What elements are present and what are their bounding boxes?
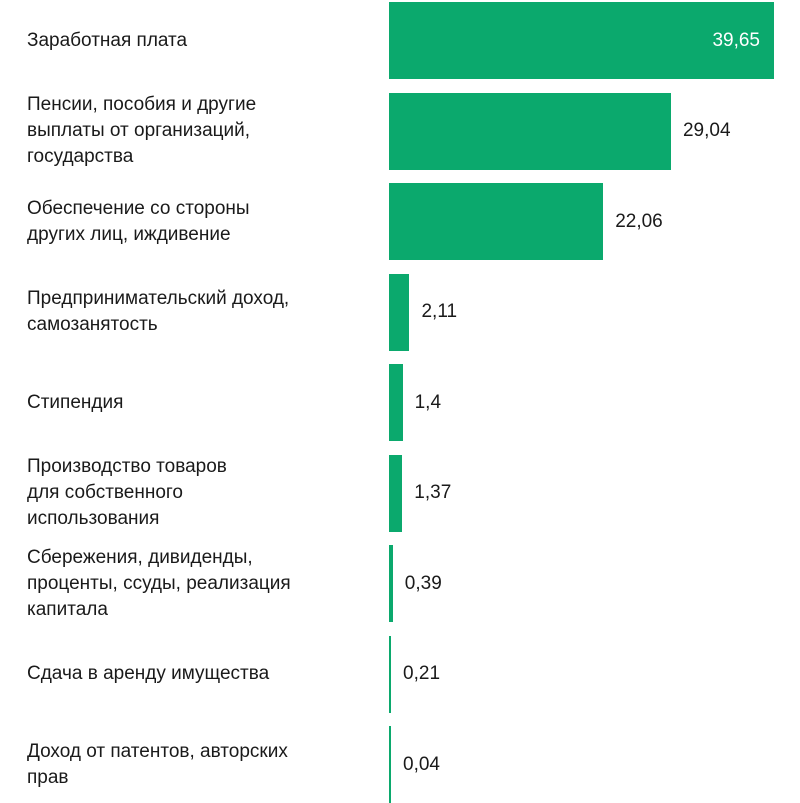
bar (389, 2, 774, 79)
category-label: Пенсии, пособия и другие выплаты от орга… (27, 94, 257, 167)
bar-row: Сбережения, дивиденды, проценты, ссуды, … (0, 545, 800, 622)
category-label: Заработная плата (27, 29, 188, 51)
category-label: Стипендия (27, 391, 124, 413)
bar (389, 273, 410, 351)
bar-row: Производство товаров для собственного ис… (0, 454, 800, 532)
bar (389, 364, 403, 441)
bar (389, 454, 403, 532)
bar (389, 545, 393, 622)
category-label: Предпринимательский доход, самозанятость (27, 288, 290, 335)
bar (389, 635, 392, 713)
bar-row: Предпринимательский доход, самозанятость… (0, 273, 800, 351)
category-label: Сбережения, дивиденды, проценты, ссуды, … (27, 546, 291, 620)
bar-row: Заработная плата 39,65 (0, 2, 800, 79)
value-label: 22,06 (615, 210, 663, 232)
category-label: Обеспечение со стороны других лиц, иждив… (27, 197, 250, 245)
value-label: 0,39 (404, 572, 442, 594)
value-label: 1,4 (414, 391, 442, 413)
category-label: Доход от патентов, авторских прав (27, 740, 288, 788)
bar (389, 183, 604, 260)
bar (389, 726, 391, 803)
value-label: 1,37 (414, 482, 452, 503)
bar-row: Стипендия 1,4 (0, 364, 800, 441)
value-label: 2,11 (421, 301, 458, 322)
bar-row: Пенсии, пособия и другие выплаты от орга… (0, 92, 800, 170)
value-label: 0,04 (403, 753, 440, 775)
bar-row: Сдача в аренду имущества 0,21 (0, 635, 800, 713)
value-label: 29,04 (682, 120, 731, 141)
value-label: 39,65 (712, 29, 760, 51)
value-label: 0,21 (403, 663, 441, 684)
bar-row: Доход от патентов, авторских прав 0,04 (0, 726, 800, 803)
category-label: Сдача в аренду имущества (27, 663, 270, 684)
bar-row: Обеспечение со стороны других лиц, иждив… (0, 183, 800, 260)
bar (389, 92, 671, 170)
category-label: Производство товаров для собственного ис… (27, 456, 227, 529)
